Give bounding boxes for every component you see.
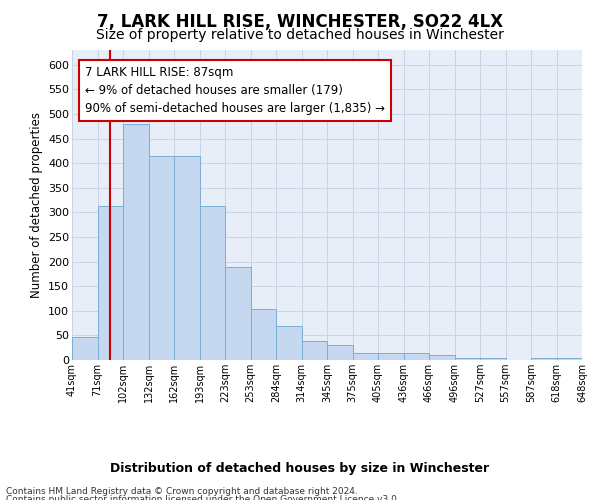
Bar xyxy=(276,326,302,360)
Bar xyxy=(251,310,276,360)
Bar xyxy=(378,352,404,360)
Bar xyxy=(480,358,505,360)
Text: Contains public sector information licensed under the Open Government Licence v3: Contains public sector information licen… xyxy=(6,495,400,500)
Bar xyxy=(531,358,557,360)
Bar xyxy=(225,266,251,360)
Bar xyxy=(302,342,327,360)
Bar xyxy=(97,206,123,360)
Y-axis label: Number of detached properties: Number of detached properties xyxy=(29,112,43,298)
Bar xyxy=(72,338,97,360)
Bar xyxy=(455,358,480,360)
Text: 7, LARK HILL RISE, WINCHESTER, SO22 4LX: 7, LARK HILL RISE, WINCHESTER, SO22 4LX xyxy=(97,12,503,30)
Bar xyxy=(404,352,429,360)
Bar xyxy=(123,124,149,360)
Bar xyxy=(149,156,174,360)
Bar xyxy=(429,355,455,360)
Bar xyxy=(199,206,225,360)
Bar xyxy=(327,345,353,360)
Text: Size of property relative to detached houses in Winchester: Size of property relative to detached ho… xyxy=(96,28,504,42)
Bar xyxy=(174,156,199,360)
Text: Contains HM Land Registry data © Crown copyright and database right 2024.: Contains HM Land Registry data © Crown c… xyxy=(6,488,358,496)
Bar xyxy=(557,358,582,360)
Text: Distribution of detached houses by size in Winchester: Distribution of detached houses by size … xyxy=(110,462,490,475)
Text: 7 LARK HILL RISE: 87sqm
← 9% of detached houses are smaller (179)
90% of semi-de: 7 LARK HILL RISE: 87sqm ← 9% of detached… xyxy=(85,66,385,115)
Bar xyxy=(353,352,378,360)
